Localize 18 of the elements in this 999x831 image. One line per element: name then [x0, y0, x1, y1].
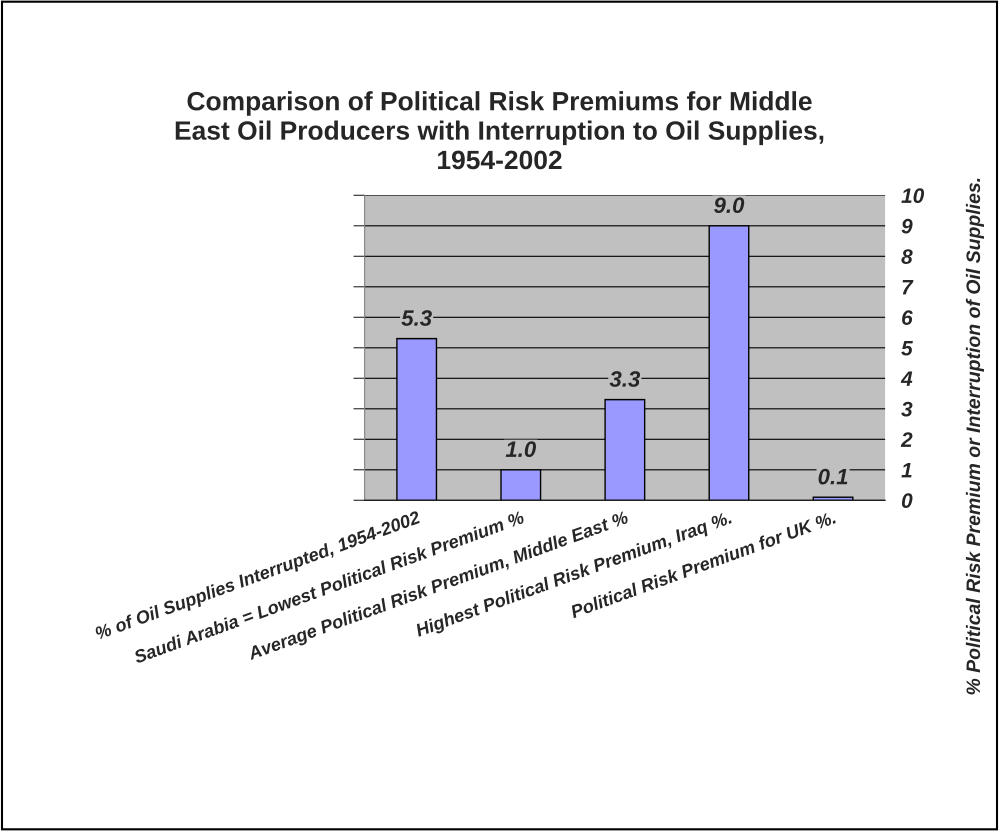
chart-title: Comparison of Political Risk Premiums for Middle East Oil Producers with Interruption to Oil Supplies, 1954-2002 — [176, 91, 824, 170]
data-label: 0.1 — [818, 468, 848, 484]
data-label: 3.3 — [610, 371, 640, 387]
y-tick-label: 7 — [902, 280, 914, 294]
y-tick-label: 5 — [901, 340, 913, 356]
y-tick-label: 8 — [901, 249, 913, 264]
y-tick-label: 9 — [902, 218, 913, 234]
data-label: 5.3 — [401, 310, 432, 326]
y-tick-label: 3 — [901, 402, 912, 417]
y-tick-label: 0 — [902, 493, 912, 508]
y-tick-label: 6 — [902, 310, 913, 326]
y-tick-label: 1 — [901, 462, 912, 478]
y-tick-label: 4 — [900, 371, 912, 386]
data-label: 9.0 — [714, 197, 744, 214]
data-label: 1.0 — [506, 441, 536, 458]
y-tick-label: 2 — [900, 432, 912, 447]
y-tick-label: 10 — [901, 188, 924, 204]
y-axis-title: % Political Risk Premium or Interruption of Oil Supplies. — [966, 178, 984, 694]
